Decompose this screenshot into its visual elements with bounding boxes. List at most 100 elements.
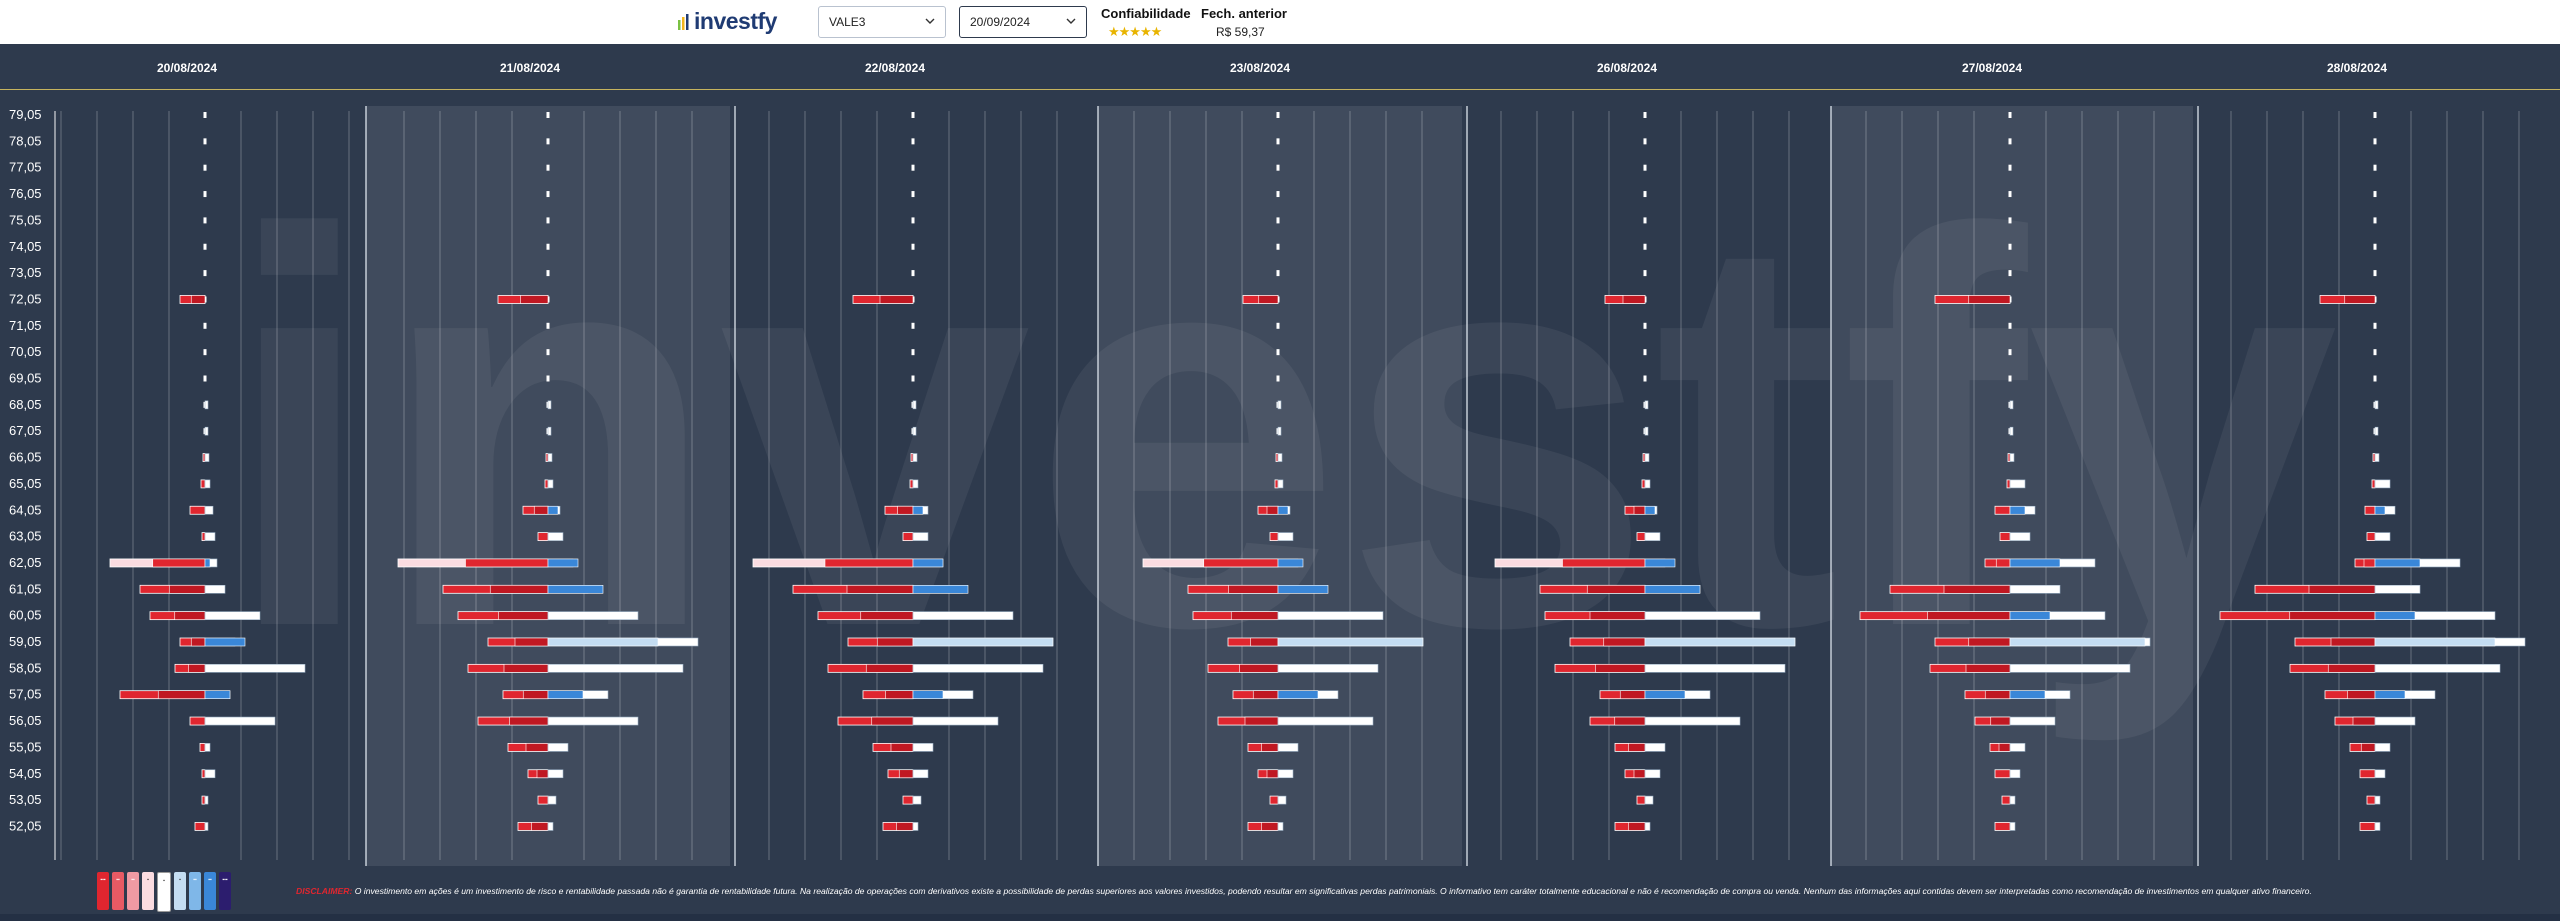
date-select-value: 20/09/2024: [970, 15, 1031, 29]
put-bar: [1994, 505, 2011, 515]
call-bar: [204, 716, 276, 726]
call-bar-blue: [912, 505, 924, 515]
call-bar: [912, 426, 917, 436]
call-bar-blue: [204, 690, 231, 700]
date-select[interactable]: 20/09/2024: [959, 6, 1087, 38]
center-tick: [546, 375, 550, 382]
y-tick-label: 52,05: [9, 818, 42, 833]
center-tick: [2373, 243, 2377, 250]
put-bar: [902, 532, 914, 542]
put-bar: [2359, 822, 2376, 831]
center-tick: [2008, 243, 2012, 250]
put-bar: [2366, 532, 2376, 542]
put-bar-inner: [525, 743, 549, 752]
put-bar: [1636, 532, 1646, 542]
put-bar: [200, 479, 206, 489]
legend-swatch-label: ▪▪: [208, 877, 212, 883]
call-bar: [2009, 822, 2016, 831]
call-bar: [547, 769, 564, 779]
put-bar-inner: [520, 295, 549, 304]
legend-swatch: ▪: [157, 872, 171, 912]
call-bar: [2374, 716, 2416, 726]
call-bar: [2374, 479, 2391, 489]
call-bar: [2009, 453, 2015, 462]
center-tick: [911, 375, 915, 382]
center-tick: [2373, 191, 2377, 198]
put-bar: [1641, 479, 1646, 489]
ticker-select[interactable]: VALE3: [818, 6, 946, 38]
put-bar-inner: [2289, 611, 2376, 620]
put-bar-inner: [2330, 637, 2376, 647]
put-bar-inner: [190, 637, 206, 647]
put-bar-inner: [509, 716, 549, 726]
center-tick: [1643, 270, 1647, 277]
call-bar: [547, 426, 552, 436]
y-tick-label: 63,05: [9, 529, 42, 544]
put-bar: [2006, 479, 2011, 489]
put-bar-inner: [498, 611, 549, 620]
center-tick: [546, 349, 550, 356]
center-tick: [1276, 112, 1280, 118]
put-bar: [1269, 795, 1279, 805]
put-bar: [544, 479, 549, 489]
center-tick: [911, 191, 915, 198]
investfy-logo[interactable]: investfy: [677, 6, 777, 36]
put-bar-inner: [1595, 664, 1646, 673]
put-bar: [2371, 479, 2376, 489]
center-tick: [2373, 322, 2377, 329]
put-bar-inner: [522, 690, 549, 700]
call-bar: [204, 400, 209, 410]
call-bar: [2009, 426, 2014, 436]
put-bar-inner: [1230, 611, 1279, 620]
center-tick: [911, 322, 915, 329]
call-bar: [1277, 716, 1374, 726]
put-bar-inner: [1619, 690, 1646, 700]
call-bar: [1277, 453, 1283, 462]
put-bar-inner: [1628, 743, 1646, 752]
center-tick: [2008, 164, 2012, 171]
put-bar-inner: [1203, 558, 1279, 568]
call-bar: [547, 611, 639, 620]
call-bar-blue: [1277, 690, 1319, 700]
put-bar-inner: [824, 558, 914, 568]
put-bar-inner: [1995, 558, 2011, 568]
put-bar-inner: [1266, 505, 1279, 515]
call-bar: [2374, 664, 2501, 673]
call-bar-blue: [2374, 690, 2406, 700]
put-bar-inner: [1250, 637, 1279, 647]
call-bar: [1277, 479, 1284, 489]
call-bar: [2009, 664, 2131, 673]
center-tick: [2008, 112, 2012, 118]
center-tick: [546, 112, 550, 118]
call-bar-blue: [1277, 584, 1329, 594]
y-tick-label: 57,05: [9, 687, 42, 702]
call-bar-blue: [204, 637, 246, 647]
y-tick-label: 78,05: [9, 133, 42, 148]
call-bar: [2009, 769, 2021, 779]
put-bar-inner: [1633, 769, 1646, 779]
legend-swatch-label: ▪: [163, 878, 165, 884]
center-tick: [1643, 243, 1647, 250]
put-bar-inner: [865, 664, 914, 673]
put-bar-inner: [465, 558, 549, 568]
y-tick-label: 60,05: [9, 608, 42, 623]
call-bar-blue: [1644, 637, 1796, 647]
call-bar: [1277, 400, 1282, 410]
top-bar: investfy VALE3 20/09/2024 Confiabilidade…: [0, 0, 2560, 44]
date-header: 21/08/2024: [500, 61, 560, 75]
call-bar: [2009, 479, 2026, 489]
put-bar: [201, 795, 206, 805]
put-bar-inner: [846, 584, 914, 594]
put-bar-inner: [2308, 584, 2376, 594]
call-bar: [912, 479, 919, 489]
call-bar-blue: [2374, 637, 2496, 647]
put-bar: [2372, 453, 2376, 462]
y-tick-label: 76,05: [9, 186, 42, 201]
center-tick: [1276, 138, 1280, 145]
put-bar: [2001, 795, 2011, 805]
center-tick: [1643, 164, 1647, 171]
put-bar-inner: [1968, 637, 2011, 647]
fech-anterior-value: R$ 59,37: [1216, 25, 1265, 39]
call-bar: [2374, 400, 2379, 410]
